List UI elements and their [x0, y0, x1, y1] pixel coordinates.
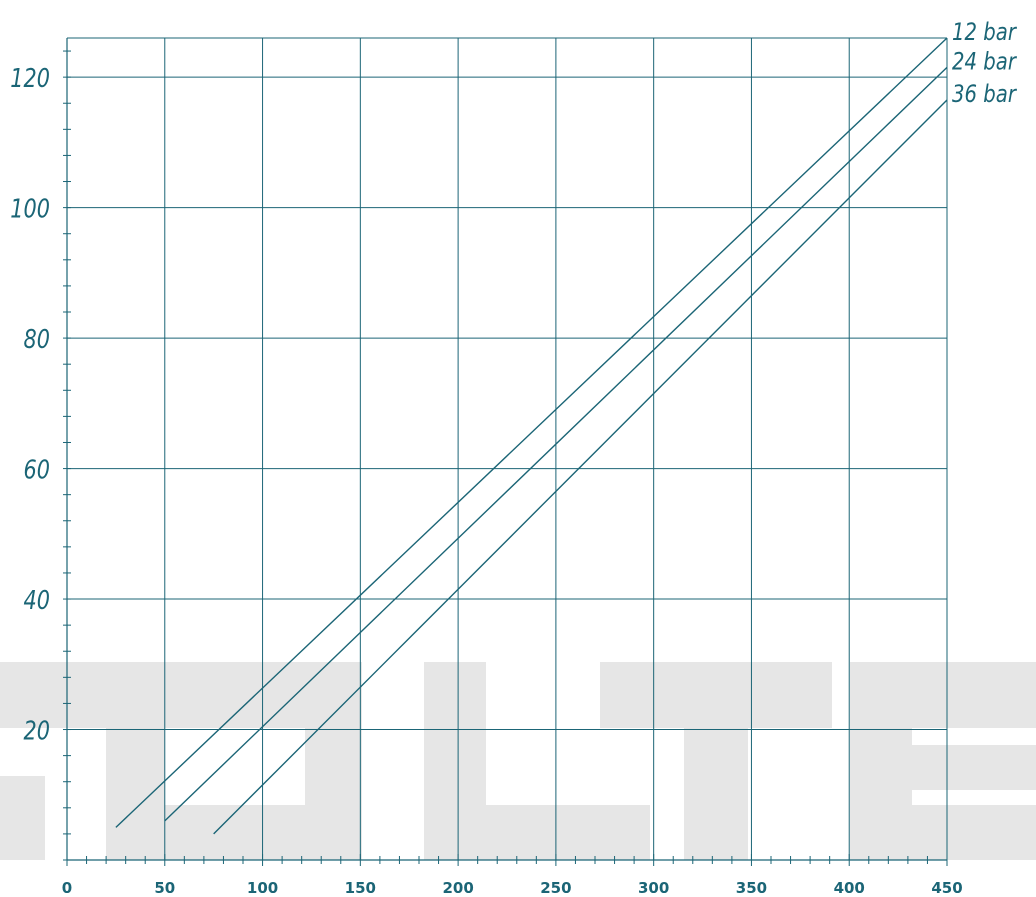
x-tick-label: 50	[154, 879, 175, 897]
series-label: 24 bar	[952, 49, 1018, 76]
x-tick-label: 300	[638, 879, 669, 897]
x-tick-label: 400	[834, 879, 865, 897]
series-label: 12 bar	[952, 19, 1018, 46]
x-tick-label: 100	[247, 879, 278, 897]
watermark-logo	[0, 662, 1036, 860]
y-tick-label: 100	[10, 193, 50, 224]
x-tick-label: 0	[62, 879, 72, 897]
x-tick-label: 250	[540, 879, 571, 897]
x-tick-label: 150	[345, 879, 376, 897]
y-tick-label: 60	[24, 454, 50, 485]
axis-ticks	[63, 50, 948, 866]
y-tick-label: 120	[10, 63, 50, 94]
x-tick-label: 350	[736, 879, 767, 897]
tick-labels: 12 bar 24 bar 36 bar 0 50 100 150 200 250 300 350 4…	[10, 19, 1017, 897]
y-tick-label: 20	[24, 715, 50, 746]
series-label: 36 bar	[952, 81, 1018, 108]
series-line	[164, 66, 948, 822]
y-tick-label: 80	[24, 324, 50, 355]
series-line	[115, 37, 948, 828]
grid	[66, 37, 948, 861]
x-tick-label: 450	[931, 879, 962, 897]
series-lines	[115, 37, 948, 835]
series-line	[213, 99, 948, 835]
y-tick-label: 40	[24, 585, 50, 616]
x-tick-label: 200	[442, 879, 473, 897]
